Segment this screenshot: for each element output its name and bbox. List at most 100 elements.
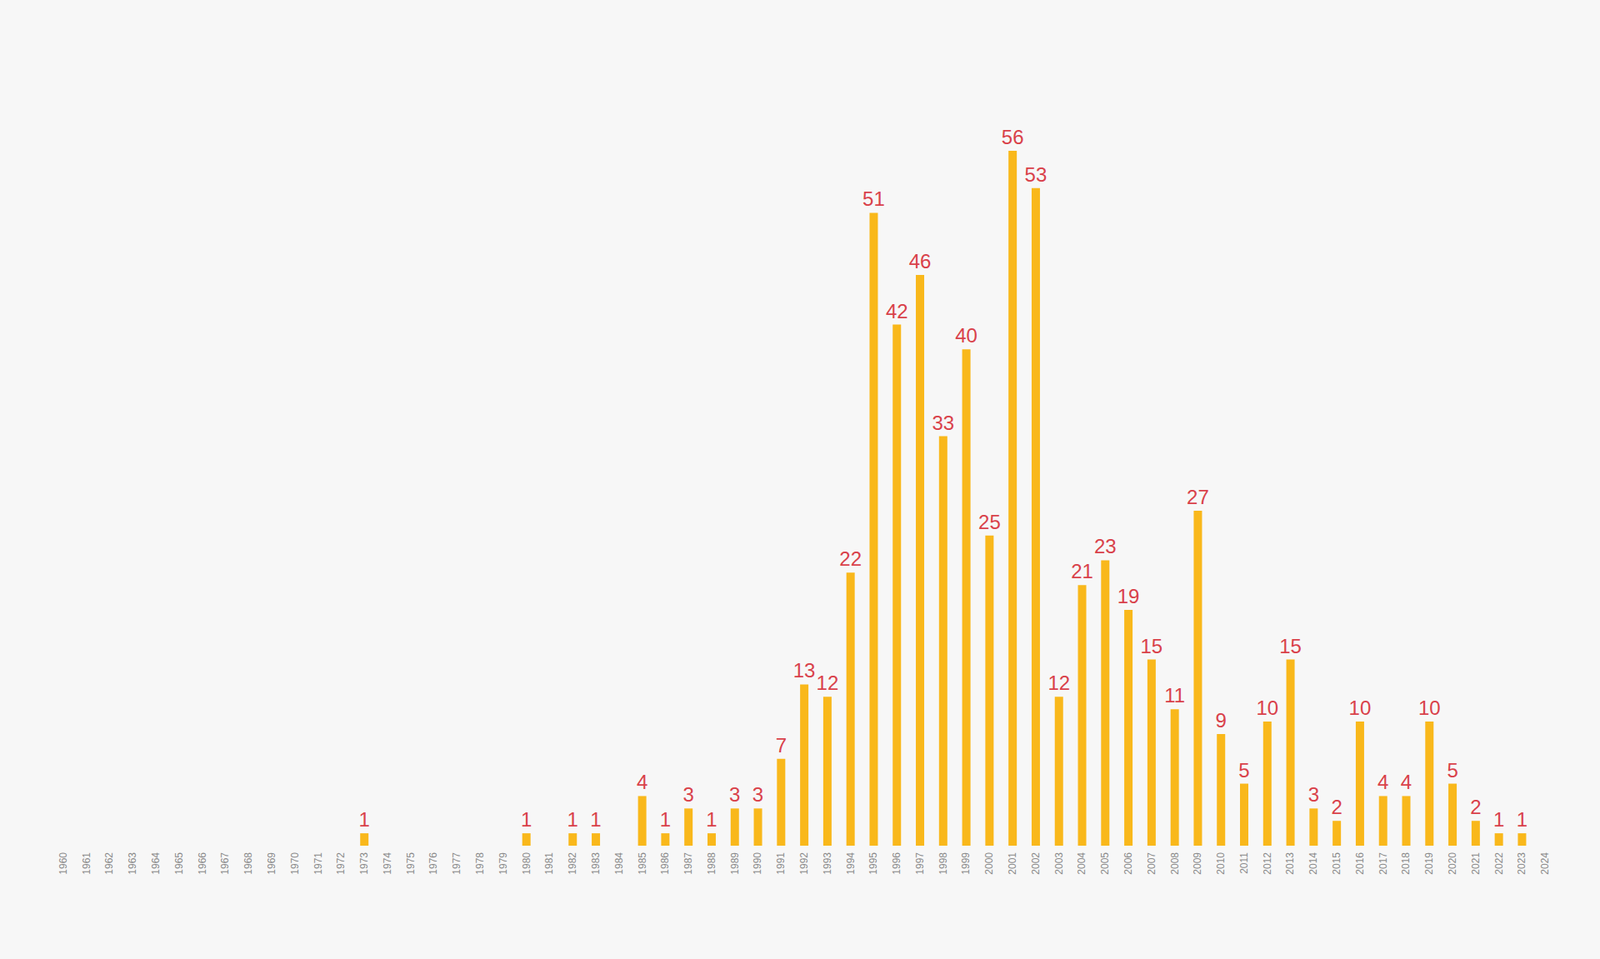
svg-text:1: 1 xyxy=(590,808,601,831)
svg-text:2007: 2007 xyxy=(1145,852,1158,875)
svg-text:9: 9 xyxy=(1215,709,1227,732)
svg-text:2023: 2023 xyxy=(1515,852,1528,875)
svg-text:3: 3 xyxy=(1308,783,1320,806)
svg-text:15: 15 xyxy=(1140,635,1164,658)
svg-text:1: 1 xyxy=(567,808,579,831)
svg-text:42: 42 xyxy=(885,300,909,323)
svg-text:2: 2 xyxy=(1470,795,1481,819)
svg-text:1997: 1997 xyxy=(914,852,926,875)
svg-text:1986: 1986 xyxy=(659,852,671,875)
svg-text:1975: 1975 xyxy=(405,852,417,875)
svg-text:51: 51 xyxy=(862,187,885,210)
svg-text:2009: 2009 xyxy=(1191,852,1204,875)
svg-text:23: 23 xyxy=(1094,535,1117,558)
svg-text:5: 5 xyxy=(1446,759,1458,782)
svg-text:2014: 2014 xyxy=(1307,852,1320,875)
svg-text:1999: 1999 xyxy=(960,852,972,875)
svg-text:1985: 1985 xyxy=(636,852,649,875)
svg-text:7: 7 xyxy=(775,734,787,757)
svg-text:1967: 1967 xyxy=(219,852,231,875)
svg-text:1981: 1981 xyxy=(543,852,555,875)
svg-text:1: 1 xyxy=(1516,808,1528,831)
svg-text:1991: 1991 xyxy=(775,852,787,875)
svg-text:46: 46 xyxy=(909,250,932,273)
svg-text:4: 4 xyxy=(1400,770,1412,794)
svg-text:53: 53 xyxy=(1025,163,1048,186)
svg-text:10: 10 xyxy=(1255,696,1279,720)
svg-text:2018: 2018 xyxy=(1400,852,1412,875)
svg-text:2005: 2005 xyxy=(1099,852,1111,875)
svg-text:2016: 2016 xyxy=(1354,852,1366,875)
svg-text:15: 15 xyxy=(1279,635,1302,658)
svg-text:12: 12 xyxy=(1047,671,1070,695)
svg-text:1992: 1992 xyxy=(798,852,810,875)
svg-text:1988: 1988 xyxy=(705,852,718,875)
svg-text:1965: 1965 xyxy=(173,852,185,875)
svg-text:2010: 2010 xyxy=(1215,852,1227,875)
svg-text:2004: 2004 xyxy=(1075,852,1088,875)
svg-text:1: 1 xyxy=(520,808,532,831)
svg-text:56: 56 xyxy=(1001,125,1025,149)
svg-text:2003: 2003 xyxy=(1053,852,1065,875)
svg-text:1972: 1972 xyxy=(335,852,347,875)
svg-text:4: 4 xyxy=(1377,770,1389,794)
svg-text:2008: 2008 xyxy=(1169,852,1181,875)
svg-text:1984: 1984 xyxy=(613,852,625,875)
svg-text:2019: 2019 xyxy=(1423,852,1435,875)
svg-text:19: 19 xyxy=(1117,585,1140,608)
svg-text:1977: 1977 xyxy=(450,852,463,875)
svg-text:1963: 1963 xyxy=(126,852,139,875)
svg-text:2001: 2001 xyxy=(1006,852,1019,875)
svg-text:1968: 1968 xyxy=(242,852,255,875)
svg-text:1998: 1998 xyxy=(937,852,950,875)
svg-text:1: 1 xyxy=(660,808,671,831)
svg-text:1994: 1994 xyxy=(845,852,857,875)
svg-text:1: 1 xyxy=(359,808,370,831)
svg-text:5: 5 xyxy=(1238,759,1250,782)
svg-text:1969: 1969 xyxy=(265,852,278,875)
svg-text:2006: 2006 xyxy=(1122,852,1135,875)
svg-text:2021: 2021 xyxy=(1470,852,1482,875)
svg-text:2017: 2017 xyxy=(1377,852,1390,875)
svg-text:22: 22 xyxy=(839,547,862,570)
svg-text:1960: 1960 xyxy=(57,852,70,875)
svg-text:1993: 1993 xyxy=(821,852,834,875)
svg-text:2024: 2024 xyxy=(1539,852,1551,875)
svg-text:25: 25 xyxy=(978,510,1001,534)
svg-text:1971: 1971 xyxy=(312,852,325,875)
svg-text:1979: 1979 xyxy=(497,852,510,875)
svg-text:1982: 1982 xyxy=(566,852,579,875)
svg-text:1995: 1995 xyxy=(867,852,880,875)
svg-text:33: 33 xyxy=(931,411,955,435)
svg-text:10: 10 xyxy=(1349,696,1372,720)
svg-text:40: 40 xyxy=(955,324,978,347)
svg-text:1990: 1990 xyxy=(751,852,764,875)
svg-text:2015: 2015 xyxy=(1330,852,1343,875)
svg-text:4: 4 xyxy=(636,770,648,794)
svg-text:2020: 2020 xyxy=(1446,852,1459,875)
svg-text:11: 11 xyxy=(1164,684,1185,707)
svg-text:3: 3 xyxy=(683,783,695,806)
svg-text:27: 27 xyxy=(1186,485,1210,509)
svg-text:2002: 2002 xyxy=(1030,852,1042,875)
svg-text:1961: 1961 xyxy=(80,852,93,875)
svg-text:2: 2 xyxy=(1330,795,1342,819)
svg-text:1987: 1987 xyxy=(682,852,695,875)
svg-text:1976: 1976 xyxy=(427,852,440,875)
svg-text:12: 12 xyxy=(816,671,840,695)
svg-text:2013: 2013 xyxy=(1284,852,1296,875)
svg-text:1983: 1983 xyxy=(590,852,602,875)
svg-text:1964: 1964 xyxy=(150,852,162,875)
svg-text:1989: 1989 xyxy=(729,852,741,875)
svg-text:2022: 2022 xyxy=(1493,852,1505,875)
svg-text:2011: 2011 xyxy=(1238,852,1250,875)
svg-text:1970: 1970 xyxy=(289,852,301,875)
svg-text:1974: 1974 xyxy=(381,852,394,875)
svg-text:1962: 1962 xyxy=(103,852,115,875)
svg-text:10: 10 xyxy=(1418,696,1441,720)
svg-text:1: 1 xyxy=(1493,808,1505,831)
svg-text:2000: 2000 xyxy=(983,852,995,875)
svg-text:1978: 1978 xyxy=(474,852,486,875)
svg-text:1996: 1996 xyxy=(890,852,903,875)
svg-text:1973: 1973 xyxy=(358,852,370,875)
